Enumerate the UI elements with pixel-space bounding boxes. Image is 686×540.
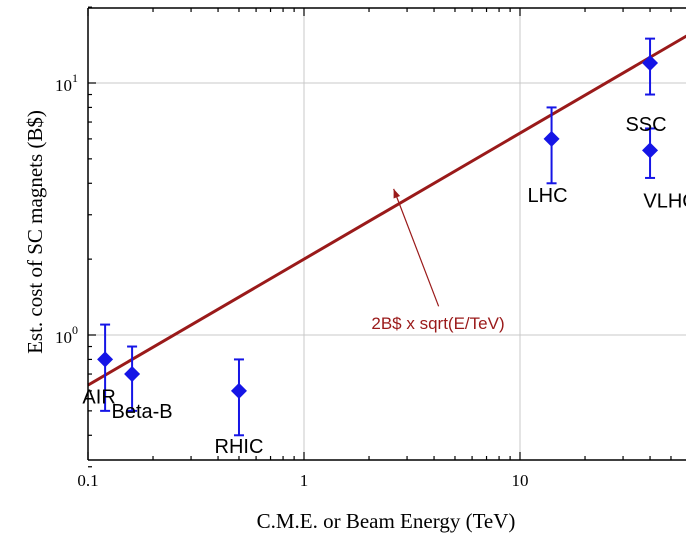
annotation-arrowhead xyxy=(393,188,401,199)
axes-layer: 0.1 1 10 100 101 xyxy=(55,6,686,490)
x-tick-label: 0.1 xyxy=(77,471,98,490)
fit-layer xyxy=(87,34,686,387)
x-axis-title: C.M.E. or Beam Energy (TeV) xyxy=(257,509,516,533)
y-tick-label: 100 xyxy=(55,323,78,347)
x-tick-label: 10 xyxy=(512,471,529,490)
annotation-arrow xyxy=(393,188,440,307)
point-label: AIR xyxy=(82,386,115,408)
data-point xyxy=(642,142,659,159)
data-point xyxy=(543,130,560,147)
data-point xyxy=(642,55,659,72)
point-label: SSC xyxy=(625,114,666,136)
data-point xyxy=(124,366,141,383)
grid-layer xyxy=(88,8,686,460)
fit-line xyxy=(87,34,686,387)
point-label: RHIC xyxy=(215,436,264,458)
point-label: Beta-B xyxy=(112,401,173,423)
point-label: LHC xyxy=(528,185,568,207)
y-tick-label: 101 xyxy=(55,71,78,95)
fit-line-label: 2B$ x sqrt(E/TeV) xyxy=(371,314,504,333)
data-point xyxy=(230,382,247,399)
x-tick-label: 1 xyxy=(300,471,309,490)
data-point xyxy=(97,351,114,368)
y-axis-title: Est. cost of SC magnets (B$) xyxy=(23,110,47,354)
points-layer xyxy=(97,37,659,437)
point-label: VLHC xyxy=(643,190,686,212)
